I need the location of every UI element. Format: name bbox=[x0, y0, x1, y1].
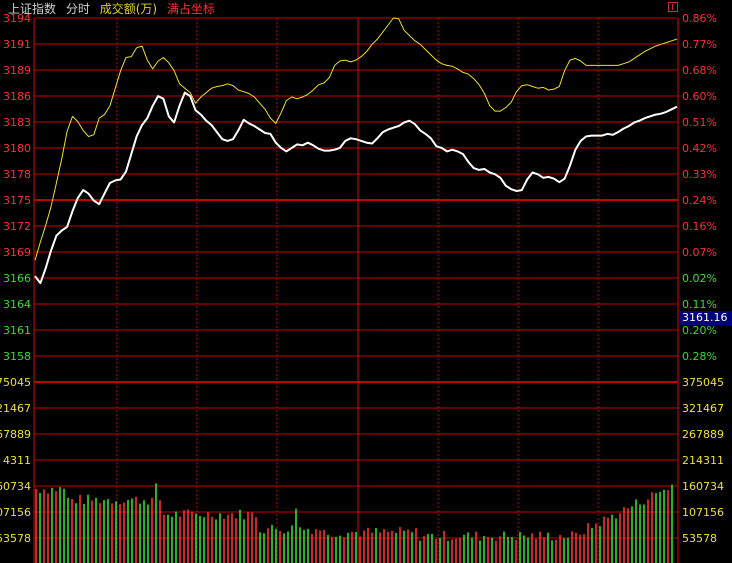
mode-label[interactable]: 分时 bbox=[65, 2, 90, 16]
percent-tick-label: 0.33% bbox=[682, 168, 717, 181]
price-tick-label: 3186 bbox=[3, 90, 31, 103]
volume-tick-label: 160734 bbox=[0, 480, 31, 493]
percent-tick-label: 0.07% bbox=[682, 246, 717, 259]
price-tick-label: 3178 bbox=[3, 168, 31, 181]
volume-tick-label: 53578 bbox=[682, 532, 717, 545]
volume-tick-label: 267889 bbox=[0, 428, 31, 441]
restore-window-icon[interactable] bbox=[668, 2, 678, 12]
average-price-line bbox=[34, 17, 678, 261]
chart-title-bar: 上证指数 分时 成交额(万) 满占坐标 bbox=[0, 0, 732, 18]
percent-tick-label: 0.51% bbox=[682, 116, 717, 129]
price-tick-label: 3175 bbox=[3, 194, 31, 207]
percent-tick-label: 0.24% bbox=[682, 194, 717, 207]
percent-tick-label: 0.11% bbox=[682, 298, 717, 311]
price-tick-label: 3166 bbox=[3, 272, 31, 285]
price-axis-left: 3194 3191 3189 3186 3183 3180 3178 3175 3172 3169… bbox=[3, 12, 31, 363]
volume-tick-label: 375045 bbox=[682, 376, 724, 389]
price-tick-label: 3191 bbox=[3, 38, 31, 51]
volume-bars bbox=[35, 483, 673, 563]
percent-axis-right: 0.86% 0.77% 0.68% 0.60% 0.51% 0.42% 0.33% 0.24%… bbox=[682, 12, 717, 363]
index-name-label[interactable]: 上证指数 bbox=[8, 2, 57, 16]
percent-tick-label: 0.20% bbox=[682, 324, 717, 337]
percent-tick-label: 0.02% bbox=[682, 272, 717, 285]
volume-indicator-label[interactable]: 成交额(万) bbox=[99, 2, 158, 16]
volume-tick-label: 321467 bbox=[0, 402, 31, 415]
volume-tick-label: 4311 bbox=[3, 454, 31, 467]
volume-tick-label: 267889 bbox=[682, 428, 724, 441]
percent-tick-label: 0.77% bbox=[682, 38, 717, 51]
price-tick-label: 3194 bbox=[3, 12, 31, 25]
volume-tick-label: 321467 bbox=[682, 402, 724, 415]
price-tick-label: 3183 bbox=[3, 116, 31, 129]
volume-tick-label: 53578 bbox=[0, 532, 31, 545]
chart-grid bbox=[33, 17, 679, 563]
percent-tick-label: 0.16% bbox=[682, 220, 717, 233]
price-tick-label: 3180 bbox=[3, 142, 31, 155]
percent-tick-label: 0.60% bbox=[682, 90, 717, 103]
percent-tick-label: 0.42% bbox=[682, 142, 717, 155]
volume-tick-label: 160734 bbox=[682, 480, 724, 493]
percent-tick-label: 0.68% bbox=[682, 64, 717, 77]
percent-tick-label: 0.28% bbox=[682, 350, 717, 363]
price-lines bbox=[34, 17, 678, 285]
coordinate-mode-label[interactable]: 满占坐标 bbox=[166, 2, 215, 16]
volume-axis-left: 375045 321467 267889 4311 160734 107156 53578 bbox=[0, 376, 31, 545]
price-tick-label: 3189 bbox=[3, 64, 31, 77]
price-line bbox=[34, 91, 678, 285]
percent-tick-label: 0.86% bbox=[682, 12, 717, 25]
volume-tick-label: 107156 bbox=[682, 506, 724, 519]
price-tick-label: 3164 bbox=[3, 298, 31, 311]
volume-tick-label: 375045 bbox=[0, 376, 31, 389]
price-tick-label: 3169 bbox=[3, 246, 31, 259]
price-tick-label: 3161 bbox=[3, 324, 31, 337]
current-price-tag: 3161.16 bbox=[680, 311, 732, 325]
volume-tick-label: 214311 bbox=[682, 454, 724, 467]
price-tick-label: 3172 bbox=[3, 220, 31, 233]
volume-tick-label: 107156 bbox=[0, 506, 31, 519]
volume-axis-right: 375045 321467 267889 214311 160734 107156 5357… bbox=[682, 376, 724, 545]
price-tick-label: 3158 bbox=[3, 350, 31, 363]
